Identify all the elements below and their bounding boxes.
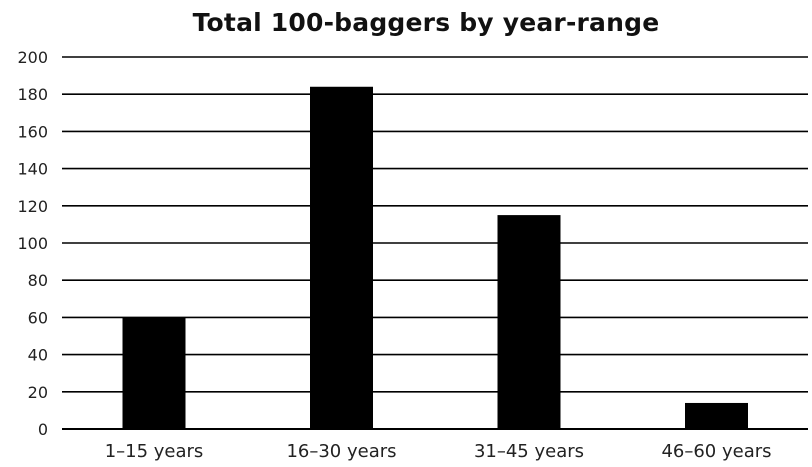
x-tick-label: 1–15 years xyxy=(105,441,204,462)
gridlines xyxy=(62,56,808,430)
x-tick-labels: 1–15 years 16–30 years 31–45 years 46–60 ye… xyxy=(105,441,772,462)
y-tick-label: 60 xyxy=(28,308,48,327)
bar xyxy=(497,215,561,429)
y-tick-label: 20 xyxy=(28,383,48,402)
y-tick-label: 120 xyxy=(17,197,48,216)
y-tick-label: 180 xyxy=(17,85,48,104)
x-tick-label: 46–60 years xyxy=(661,441,771,462)
y-tick-label: 0 xyxy=(38,420,48,439)
y-tick-labels: 0 20 40 60 80 100 120 140 160 180 200 xyxy=(17,48,48,439)
y-tick-label: 140 xyxy=(17,160,48,179)
bar xyxy=(685,402,748,429)
bars xyxy=(122,86,748,429)
y-tick-label: 100 xyxy=(17,234,48,253)
y-tick-label: 40 xyxy=(28,346,48,365)
bar xyxy=(310,86,373,429)
y-tick-label: 80 xyxy=(28,271,48,290)
x-tick-label: 16–30 years xyxy=(286,441,396,462)
y-tick-label: 160 xyxy=(17,122,48,141)
chart-title: Total 100-baggers by year-range xyxy=(192,8,660,37)
y-tick-label: 200 xyxy=(17,48,48,67)
bar xyxy=(122,317,186,429)
x-tick-label: 31–45 years xyxy=(474,441,584,462)
